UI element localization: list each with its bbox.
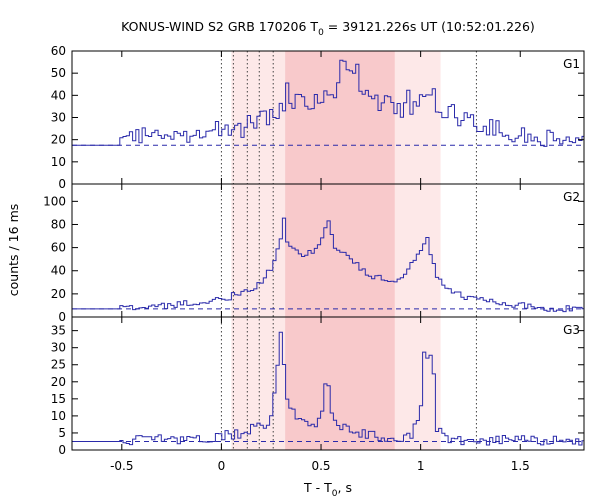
- xtick-label-1.5: 1.5: [511, 459, 530, 473]
- panel-frame-G3: [71, 316, 585, 451]
- light-curve-G1: [72, 59, 584, 147]
- xlabel-subscript: 0: [332, 489, 338, 499]
- ytick-label-G1-30: 30: [51, 111, 66, 125]
- ytick-label-G2-100: 100: [43, 194, 66, 208]
- panel-label-G1: G1: [563, 57, 580, 71]
- ytick-label-G1-20: 20: [51, 133, 66, 147]
- ytick-label-G2-20: 20: [51, 287, 66, 301]
- ytick-label-G1-60: 60: [51, 44, 66, 58]
- ytick-label-G1-50: 50: [51, 66, 66, 80]
- ytick-label-G2-60: 60: [51, 241, 66, 255]
- chart-title: KONUS-WIND S2 GRB 170206 T0 = 39121.226s…: [121, 19, 535, 38]
- ytick-label-G3-5: 5: [58, 426, 66, 440]
- panel-label-G3: G3: [563, 323, 580, 337]
- xlabel-rest: , s: [338, 480, 352, 495]
- ytick-label-G2-80: 80: [51, 217, 66, 231]
- ytick-label-G1-0: 0: [58, 177, 66, 191]
- ytick-label-G3-10: 10: [51, 409, 66, 423]
- ytick-label-G2-40: 40: [51, 264, 66, 278]
- ytick-label-G3-0: 0: [58, 443, 66, 457]
- ytick-label-G3-35: 35: [51, 324, 66, 338]
- panel-label-G2: G2: [563, 190, 580, 204]
- xlabel-main: T - T: [303, 480, 332, 495]
- title-subscript: 0: [318, 28, 324, 38]
- title-main: KONUS-WIND S2 GRB 170206 T: [121, 19, 318, 34]
- title-rest: = 39121.226s UT (10:52:01.226): [324, 19, 535, 34]
- xtick-label-0.5: 0.5: [311, 459, 330, 473]
- y-axis-label: counts / 16 ms: [6, 204, 21, 297]
- ytick-label-G2-0: 0: [58, 310, 66, 324]
- light-curve-G3: [72, 331, 584, 446]
- ytick-label-G1-40: 40: [51, 88, 66, 102]
- light-curve-G2: [72, 217, 584, 313]
- xtick-label-1: 1: [417, 459, 425, 473]
- ytick-label-G3-20: 20: [51, 375, 66, 389]
- x-axis-label: T - T0, s: [303, 480, 352, 499]
- ytick-label-G3-15: 15: [51, 392, 66, 406]
- ytick-label-G3-30: 30: [51, 341, 66, 355]
- ytick-label-G3-25: 25: [51, 358, 66, 372]
- ytick-label-G1-10: 10: [51, 155, 66, 169]
- xtick-label-0: 0: [218, 459, 226, 473]
- xtick-label--0.5: -0.5: [110, 459, 133, 473]
